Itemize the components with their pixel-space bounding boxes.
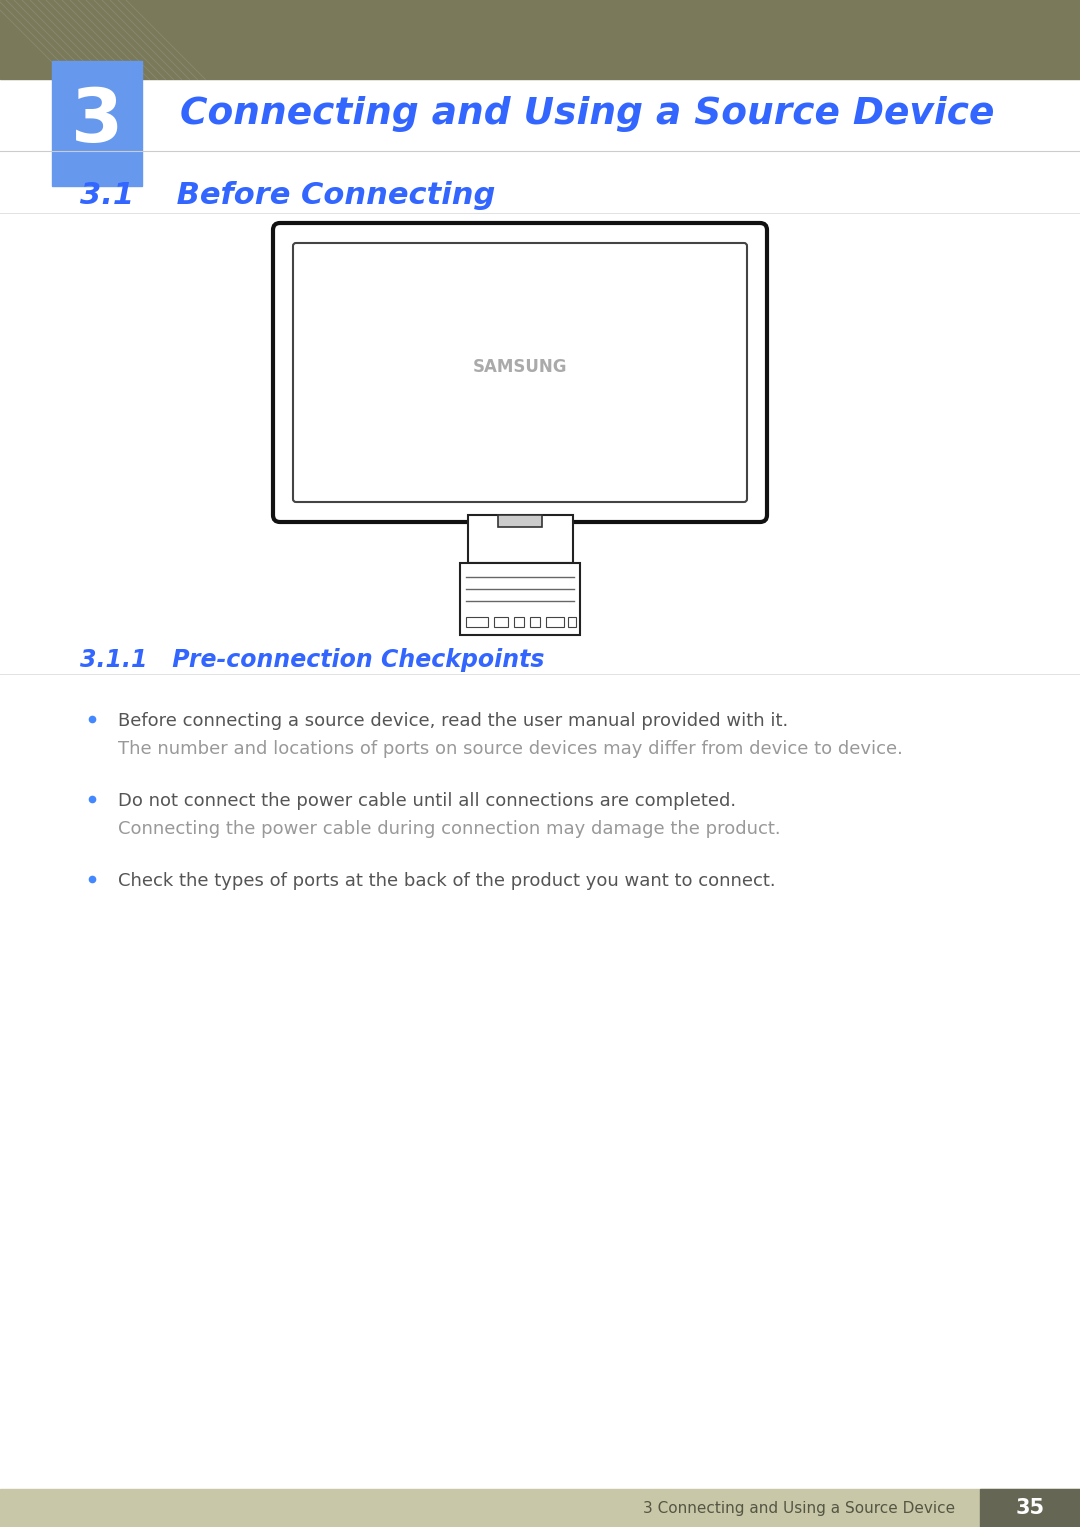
Bar [980, 1489, 1080, 1527]
Bar [468, 515, 572, 563]
Bar [52, 61, 141, 186]
Bar [494, 617, 508, 628]
FancyBboxPatch shape [273, 223, 767, 522]
Bar [568, 617, 576, 628]
Text: 3.1.1   Pre-connection Checkpoints: 3.1.1 Pre-connection Checkpoints [80, 647, 544, 672]
Bar [0, 0, 1080, 79]
Text: The number and locations of ports on source devices may differ from device to de: The number and locations of ports on sou… [118, 741, 903, 757]
Text: Check the types of ports at the back of the product you want to connect.: Check the types of ports at the back of … [118, 872, 775, 890]
Text: 3: 3 [71, 86, 123, 157]
Bar [465, 617, 488, 628]
Bar [530, 617, 540, 628]
Text: Connecting the power cable during connection may damage the product.: Connecting the power cable during connec… [118, 820, 781, 838]
Bar [498, 515, 542, 527]
Text: Before connecting a source device, read the user manual provided with it.: Before connecting a source device, read … [118, 712, 788, 730]
Bar [0, 1489, 1080, 1527]
Text: 35: 35 [1015, 1498, 1044, 1518]
Bar [546, 617, 564, 628]
Text: Do not connect the power cable until all connections are completed.: Do not connect the power cable until all… [118, 793, 737, 809]
Text: Connecting and Using a Source Device: Connecting and Using a Source Device [180, 96, 995, 133]
Bar [514, 617, 524, 628]
FancyBboxPatch shape [293, 243, 747, 502]
Text: 3 Connecting and Using a Source Device: 3 Connecting and Using a Source Device [643, 1501, 955, 1515]
Text: 3.1    Before Connecting: 3.1 Before Connecting [80, 180, 496, 209]
Bar [460, 563, 580, 635]
Text: SAMSUNG: SAMSUNG [473, 357, 567, 376]
